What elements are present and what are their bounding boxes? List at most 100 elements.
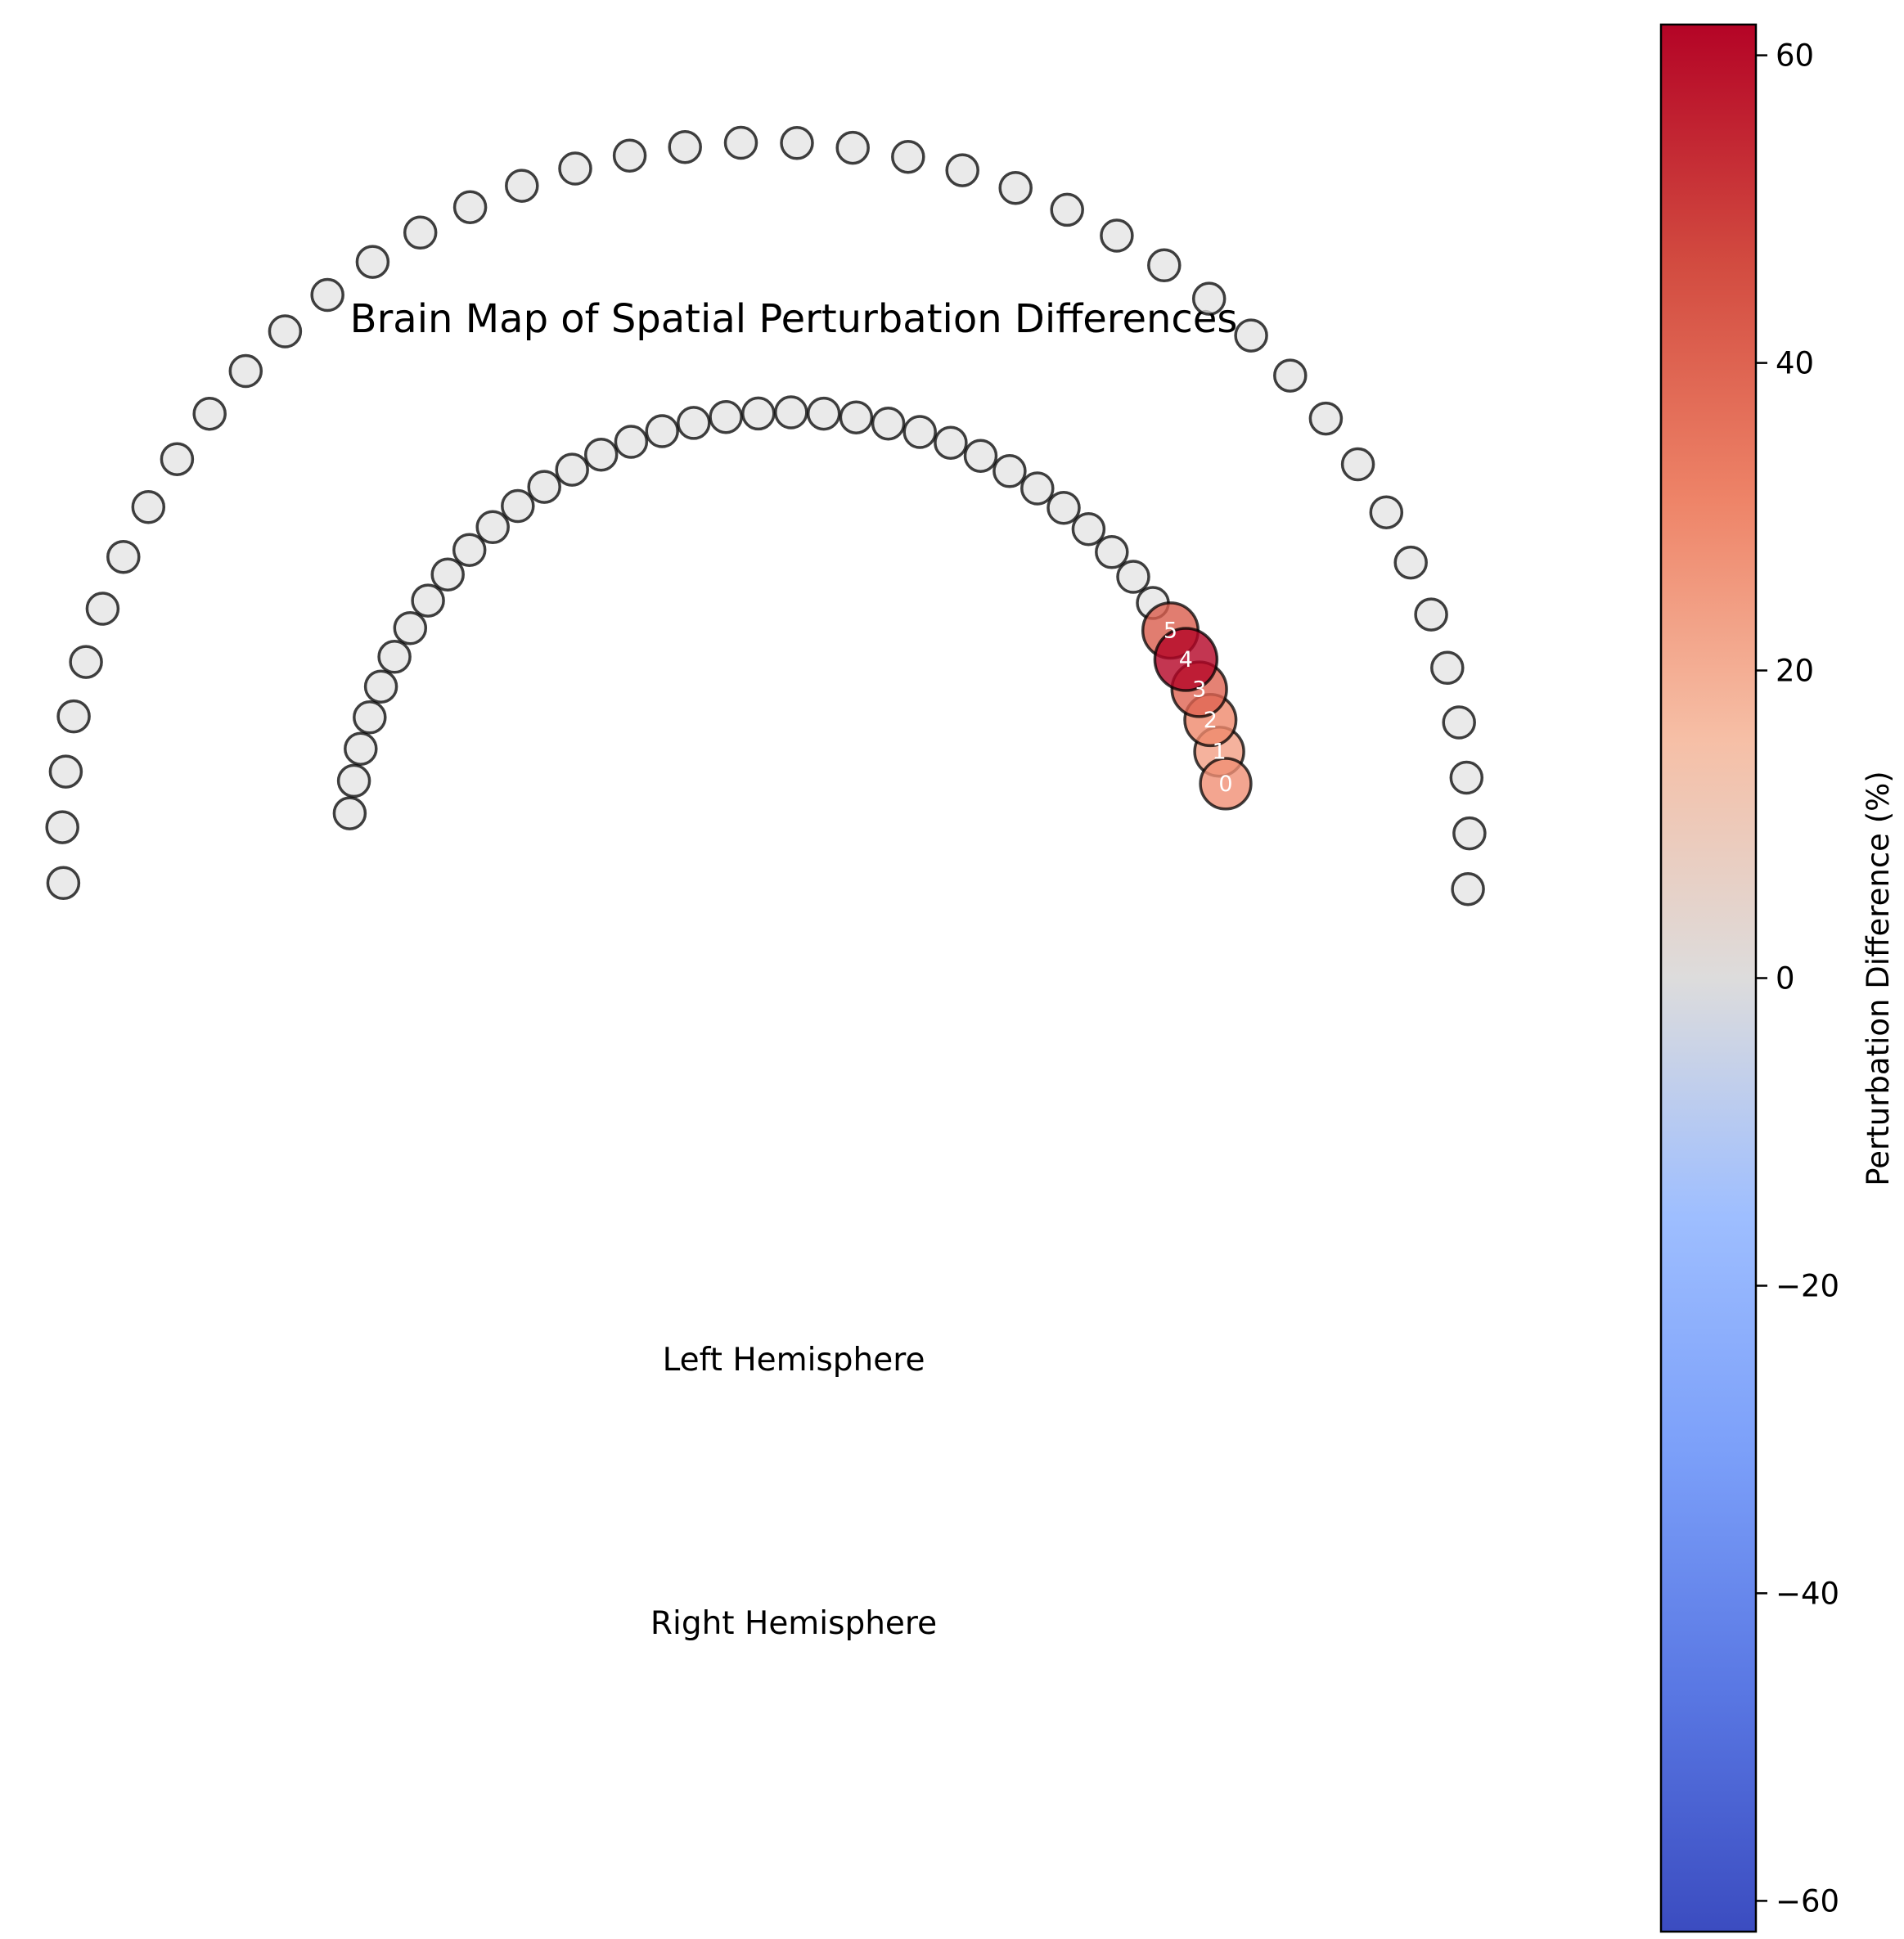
channel-marker [741,396,776,431]
channel-marker [934,425,968,460]
channel-marker [403,215,438,250]
channel-marker [377,640,412,674]
channel-marker [131,489,166,524]
channel-marker [106,539,141,574]
chart-title: Brain Map of Spatial Perturbation Differ… [350,296,1238,342]
channel-marker [160,442,195,476]
colorbar-tick-label: 40 [1776,346,1814,381]
channel-index-label: 0 [1218,772,1232,797]
colorbar-tick-label: −60 [1776,1883,1839,1919]
channel-marker [1393,545,1428,580]
channel-marker [228,353,263,389]
upper-arc-channels [332,395,1170,830]
channel-marker [614,425,649,459]
channel-marker [668,129,702,164]
channel-marker [774,395,808,430]
channel-marker [963,439,998,473]
channel-marker [192,396,227,431]
highlighted-channels: 0 1 2 3 45 [1141,601,1253,811]
channel-marker [1442,705,1476,740]
colorbar-tick-label: 20 [1776,654,1814,689]
channel-marker [505,169,539,203]
channel-marker [1369,495,1404,529]
channel-marker [1340,447,1375,482]
channel-marker [355,245,390,279]
channel-marker [1273,358,1308,393]
colorbar-gradient [1659,23,1758,1933]
channel-marker [353,700,387,735]
channel-marker [393,610,428,646]
channel-marker [1430,650,1465,686]
channel-marker [85,592,120,626]
channel-marker [1451,871,1485,907]
channel-marker [452,533,487,567]
channel-marker [1234,318,1268,353]
channel-marker [558,151,592,186]
channel-marker [993,454,1027,488]
channel-marker [945,153,979,187]
channel-marker [46,866,81,901]
channel-marker [709,399,743,434]
highlighted-channel-marker [1199,757,1253,811]
channel-marker [723,125,758,160]
colorbar-ticks: 60 40 20 0 −20 −40 −60 [1756,38,1839,1919]
channel-marker [527,470,561,504]
channel-index-label: 5 [1164,619,1177,644]
channel-marker [1116,560,1150,594]
channel-marker [48,754,83,789]
channel-marker [430,557,465,592]
channel-marker [998,170,1033,205]
channel-marker [612,138,647,173]
channel-marker [69,645,103,679]
channel-marker [555,452,589,487]
channel-marker [1147,248,1182,283]
channel-marker [45,810,79,844]
channel-marker [268,314,303,349]
channel-marker [452,190,488,224]
channel-marker [1414,597,1448,632]
channel-marker [1308,401,1344,436]
right-hemisphere-label: Right Hemisphere [650,1605,937,1642]
channel-marker [363,669,398,704]
channel-marker [56,699,91,734]
highlighted-channel-marker [1153,627,1219,692]
channel-marker [677,406,711,440]
channel-marker [871,406,906,441]
channel-marker [1071,511,1106,547]
channel-marker [583,437,619,472]
channel-marker [332,796,367,830]
colorbar-tick-label: 60 [1776,38,1814,74]
channel-marker [501,488,535,524]
channel-marker [411,583,445,618]
colorbar-label: Perturbation Difference (%) [1861,771,1896,1185]
channel-index-label: 2 [1204,708,1218,733]
channel-marker [310,277,344,313]
channel-marker [336,763,371,799]
channel-index-label: 4 [1179,647,1193,673]
channel-marker [645,414,679,448]
colorbar-tick-label: −40 [1776,1576,1839,1611]
channel-marker [1047,490,1081,525]
channel-marker [1452,816,1487,851]
channel-marker [344,731,378,766]
colorbar-tick-label: −20 [1776,1269,1839,1304]
channel-marker [806,396,841,431]
channel-marker [839,400,874,434]
channel-index-label: 1 [1213,740,1227,765]
channel-marker [891,139,925,174]
channel-marker [1020,471,1055,506]
lower-arc-channels [45,125,1487,907]
channel-marker [835,130,870,165]
channel-marker [1095,535,1129,569]
channel-marker [1449,760,1484,795]
channel-index-label: 3 [1192,677,1206,703]
channel-marker [902,415,937,449]
channel-marker [1191,281,1227,316]
channel-marker [780,126,814,160]
channel-marker [475,510,510,545]
colorbar: 60 40 20 0 −20 −40 −60 Perturbation Difference… [1659,23,1896,1933]
colorbar-tick-label: 0 [1776,961,1795,996]
left-hemisphere-label: Left Hemisphere [663,1342,925,1379]
channel-marker [1050,192,1084,227]
